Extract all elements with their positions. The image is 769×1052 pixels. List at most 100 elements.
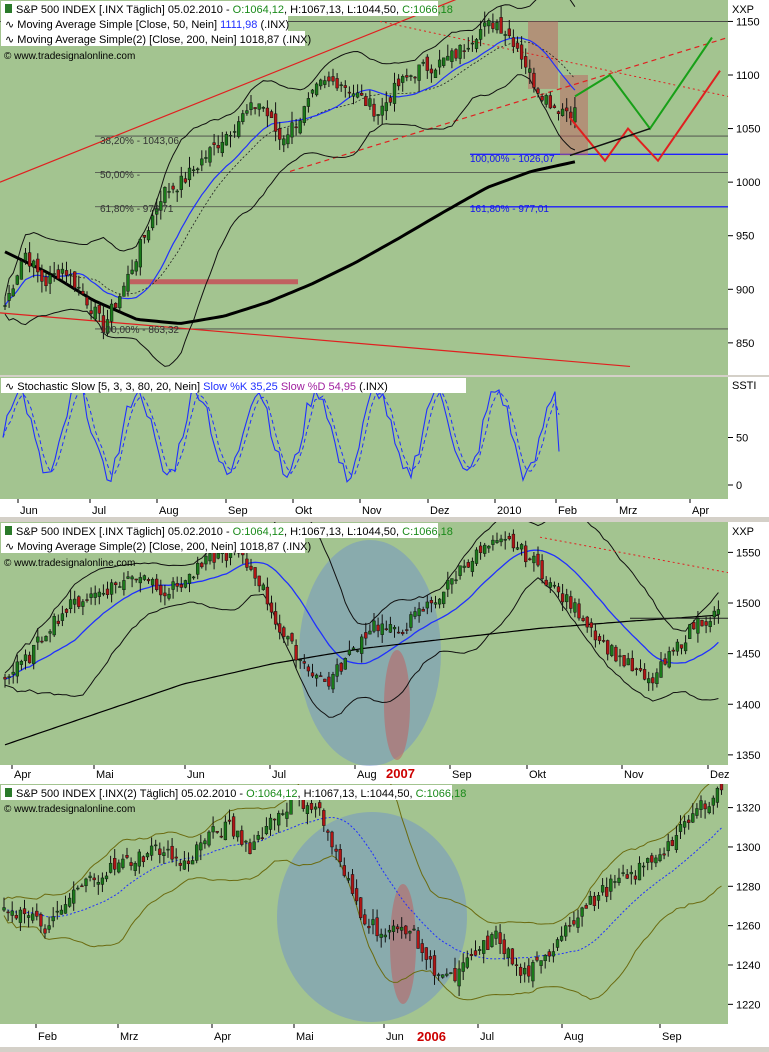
candle-body xyxy=(432,955,437,976)
candle-body xyxy=(101,315,106,333)
candle-body xyxy=(81,290,85,295)
candle-body xyxy=(64,608,69,613)
candle-body xyxy=(81,601,85,607)
candle-body xyxy=(330,831,334,848)
candle-body xyxy=(482,940,486,954)
candle-body xyxy=(208,147,212,163)
candle-body xyxy=(294,126,298,129)
candle-body xyxy=(655,672,659,685)
candle-body xyxy=(68,599,73,609)
candle-body xyxy=(511,533,516,549)
candle-body xyxy=(63,904,68,914)
candle-body xyxy=(182,860,187,870)
channel-upper xyxy=(0,0,457,183)
candle-body xyxy=(400,926,404,931)
candle-body xyxy=(14,915,18,919)
candle-body xyxy=(540,96,544,101)
ma200-legend-2007: ∿ Moving Average Simple(2) [Close, 200, … xyxy=(5,541,311,553)
candle-body xyxy=(551,951,556,957)
candle-body xyxy=(260,837,264,839)
candle-body xyxy=(458,565,462,576)
candle-body xyxy=(540,560,544,580)
candle-body xyxy=(401,632,405,635)
candle-body xyxy=(175,583,179,587)
stoch-k-line xyxy=(2,388,560,483)
fib-50-label: 50,00% - xyxy=(100,170,140,181)
candle-body xyxy=(446,579,450,590)
candle-body xyxy=(347,649,352,655)
x-tick-label: Apr xyxy=(692,505,709,517)
candle-body xyxy=(118,296,122,309)
candle-body xyxy=(360,93,364,96)
candle-body xyxy=(319,79,323,87)
y-tick-label: 1500 xyxy=(736,598,760,610)
candle-body xyxy=(282,138,286,146)
candle-body xyxy=(437,59,442,68)
candle-body xyxy=(495,22,499,31)
candle-body xyxy=(691,813,695,823)
fib-161-blue-label: 161,80% - 977,01 xyxy=(470,204,549,215)
candle-body xyxy=(495,540,499,543)
candle-body xyxy=(6,911,10,914)
highlight-small xyxy=(384,650,410,760)
candle-body xyxy=(208,553,212,562)
candle-body xyxy=(305,805,310,814)
candle-body xyxy=(532,72,536,88)
candle-body xyxy=(18,909,23,923)
candle-body xyxy=(159,585,163,596)
y-tick-label: 1100 xyxy=(736,70,760,82)
candle-body xyxy=(261,106,265,109)
svg-text:© www.tradesignalonline.com: © www.tradesignalonline.com xyxy=(4,558,135,569)
candle-body xyxy=(137,851,141,867)
candle-body xyxy=(342,865,346,876)
candle-body xyxy=(354,888,359,902)
candle-body xyxy=(27,654,32,664)
candle-body xyxy=(77,286,81,289)
candle-body xyxy=(405,75,409,78)
candle-body xyxy=(145,853,150,858)
candle-body xyxy=(547,951,551,957)
candle-body xyxy=(313,806,318,810)
candle-body xyxy=(667,651,671,668)
candle-body xyxy=(310,672,315,677)
y-tick-label: 1150 xyxy=(736,16,760,28)
candle-body xyxy=(536,553,540,566)
candle-body xyxy=(692,622,696,630)
candle-body xyxy=(425,601,429,609)
candle-body xyxy=(401,76,405,83)
candle-body xyxy=(371,919,375,926)
candle-body xyxy=(80,885,84,888)
candle-body xyxy=(96,882,100,885)
candle-body xyxy=(675,641,680,652)
date-axis xyxy=(0,499,728,517)
ma50-legend: Moving Average Simple [Close, 50, Nein] xyxy=(17,19,220,31)
candle-body xyxy=(174,856,178,859)
candle-body xyxy=(470,560,475,572)
candle-body xyxy=(506,948,510,959)
candle-body xyxy=(269,602,274,613)
main-price-panel: S&P 500 INDEX [.INX Täglich] 05.02.2010 … xyxy=(0,0,769,375)
candle-body xyxy=(596,895,601,901)
candle-body xyxy=(314,83,319,96)
candle-body xyxy=(159,201,163,211)
candle-body xyxy=(662,853,666,856)
fib-61-label: 61,80% - 976,71 xyxy=(100,204,174,215)
candle-body xyxy=(556,586,561,593)
stoch-legend: ∿ Stochastic Slow [5, 3, 3, 80, 20, Nein… xyxy=(5,381,388,393)
candle-body xyxy=(494,930,498,939)
price-chart-2009: S&P 500 INDEX [.INX Täglich] 05.02.2010 … xyxy=(0,0,769,375)
candle-body xyxy=(405,629,409,631)
candle-body xyxy=(93,306,97,320)
candle-body xyxy=(420,943,424,953)
candle-body xyxy=(491,539,495,545)
candle-body xyxy=(47,925,51,930)
candle-body xyxy=(310,89,315,94)
candle-body xyxy=(585,616,589,628)
candle-body xyxy=(248,842,252,854)
candle-body xyxy=(114,582,118,586)
candle-body xyxy=(380,105,384,116)
bollinger-lower xyxy=(4,74,576,367)
candle-body xyxy=(220,141,224,154)
candle-body xyxy=(15,275,19,285)
candle-body xyxy=(695,808,699,816)
